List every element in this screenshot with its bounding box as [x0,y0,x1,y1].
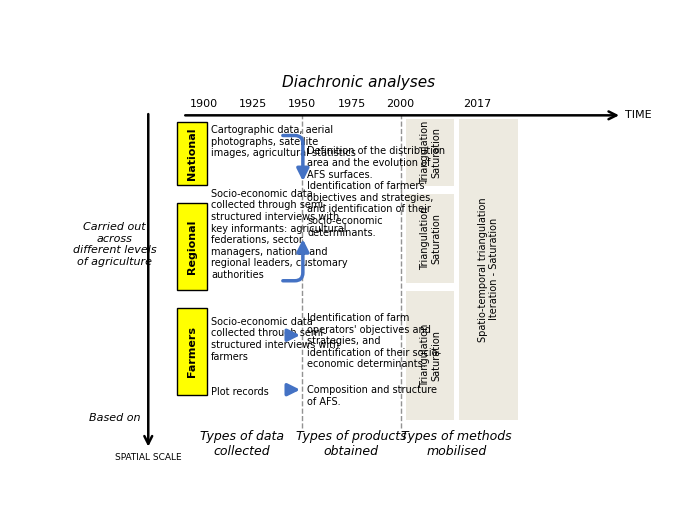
FancyBboxPatch shape [177,308,207,395]
Text: 2000: 2000 [386,99,414,110]
Text: Carried out
across
different levels
of agriculture: Carried out across different levels of a… [73,222,156,267]
FancyBboxPatch shape [407,194,454,283]
FancyBboxPatch shape [407,118,454,186]
Text: Types of methods
mobilised: Types of methods mobilised [401,430,512,458]
Text: Triangulation
Saturation: Triangulation Saturation [419,324,441,387]
Text: Definition of the distribution
area and the evolution of
AFS surfaces.
Identific: Definition of the distribution area and … [307,146,445,237]
FancyBboxPatch shape [459,118,518,420]
Text: Plot records: Plot records [211,387,269,397]
Text: 1900: 1900 [190,99,218,110]
Text: Spatio-temporal triangulation
Iteration - Saturation: Spatio-temporal triangulation Iteration … [477,197,499,342]
Text: National: National [187,127,197,180]
FancyBboxPatch shape [177,203,207,290]
Text: Socio-economic data
collected through semi-
structured interviews with
key infor: Socio-economic data collected through se… [211,189,348,280]
Text: SPATIAL SCALE: SPATIAL SCALE [115,453,181,463]
Text: Triangulation
Saturation: Triangulation Saturation [419,206,441,270]
Text: Farmers: Farmers [187,326,197,377]
FancyBboxPatch shape [177,123,207,185]
Text: 1950: 1950 [288,99,316,110]
Text: Types of products
obtained: Types of products obtained [296,430,407,458]
Text: Types of data
collected: Types of data collected [200,430,284,458]
Text: 1975: 1975 [337,99,366,110]
Text: Socio-economic data
collected through semi-
structured interviews with
farmers: Socio-economic data collected through se… [211,317,340,362]
Text: Composition and structure
of AFS.: Composition and structure of AFS. [307,385,438,407]
Text: Cartographic data, aerial
photographs, satellite
images, agricultural statistics: Cartographic data, aerial photographs, s… [211,125,356,158]
Text: 1925: 1925 [239,99,267,110]
Text: Identification of farm
operators' objectives and
strategies, and
identification : Identification of farm operators' object… [307,313,441,369]
Text: Triangulation
Saturation: Triangulation Saturation [419,121,441,184]
Text: Based on: Based on [89,413,141,423]
Text: Diachronic analyses: Diachronic analyses [282,75,435,90]
FancyBboxPatch shape [407,291,454,420]
Text: Regional: Regional [187,219,197,274]
Text: TIME: TIME [624,111,651,121]
Text: 2017: 2017 [463,99,491,110]
